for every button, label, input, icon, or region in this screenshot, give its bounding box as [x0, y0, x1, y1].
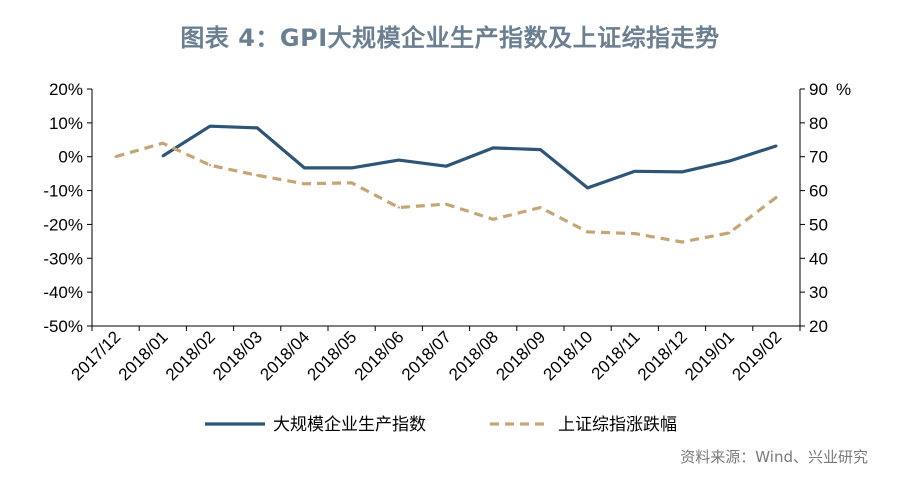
y-right-tick-label: 20 [809, 317, 828, 336]
y-left-tick-label: 0% [58, 148, 83, 167]
x-tick-label: 2018/06 [351, 327, 408, 384]
x-tick-label: 2018/09 [492, 327, 549, 384]
data-point-gpi [161, 154, 164, 158]
x-tick-label: 2018/01 [115, 327, 172, 384]
data-point-gpi [350, 166, 353, 170]
data-point-sse [586, 230, 589, 234]
data-point-sse [492, 218, 495, 221]
x-tick-label: 2019/02 [728, 327, 785, 384]
chart-title: 图表 4：GPI大规模企业生产指数及上证综指走势 [180, 24, 720, 52]
x-tick-label: 2018/04 [256, 327, 313, 384]
data-point-gpi [397, 158, 400, 162]
x-tick-label: 2018/12 [634, 327, 691, 384]
data-point-gpi [586, 186, 589, 190]
y-left-tick-label: -10% [43, 182, 83, 201]
data-point-sse [161, 141, 164, 145]
data-point-gpi [444, 164, 448, 168]
data-point-sse [397, 206, 400, 209]
legend-label-sse: 上证综指涨跌幅 [558, 415, 677, 435]
series-layer [114, 124, 778, 244]
series-line-gpi [161, 124, 777, 190]
data-point-sse [775, 196, 778, 199]
data-point-sse [350, 181, 353, 184]
y-left-tick-label: -20% [43, 215, 83, 234]
x-tick-label: 2018/02 [162, 327, 219, 384]
data-point-gpi [633, 170, 636, 173]
x-tick-label: 2018/03 [209, 327, 266, 384]
data-point-gpi [256, 126, 259, 130]
data-point-sse [728, 231, 731, 235]
legend: 大规模企业生产指数 上证综指涨跌幅 [205, 415, 677, 435]
y-right-tick-label: 50 [809, 215, 828, 234]
x-tick-label: 2018/11 [588, 327, 644, 383]
x-tick-label: 2018/05 [304, 327, 361, 384]
y-right-tick-label: 90 [809, 80, 828, 99]
data-point-sse [114, 155, 117, 158]
data-point-gpi [303, 166, 306, 170]
data-point-sse [539, 206, 542, 209]
y-right-tick-label: 70 [809, 148, 828, 167]
data-point-sse [208, 163, 212, 167]
y-right-tick-label: 80 [809, 114, 828, 133]
data-point-sse [256, 174, 259, 177]
x-tick-label: 2018/07 [398, 327, 455, 384]
y-left-tick-label: -40% [43, 283, 83, 302]
data-point-gpi [492, 146, 495, 150]
data-point-sse [680, 240, 684, 244]
x-tick-label: 2018/10 [540, 327, 597, 384]
x-tick-label: 2018/08 [445, 327, 502, 384]
y-left-tick-label: -50% [43, 317, 83, 336]
series-line-sse [115, 141, 778, 244]
data-point-sse [444, 202, 448, 206]
legend-label-gpi: 大规模企业生产指数 [273, 415, 426, 435]
y-left-tick-label: 20% [49, 80, 83, 99]
y-right-unit-label: % [836, 80, 851, 99]
data-point-gpi [775, 144, 778, 148]
source-note: 资料来源：Wind、兴业研究 [680, 448, 868, 466]
y-left-tick-label: 10% [49, 114, 83, 133]
y-right-tick-label: 30 [809, 283, 828, 302]
y-left-tick-label: -30% [43, 249, 83, 268]
x-tick-label: 2019/01 [681, 327, 738, 384]
data-point-gpi [208, 125, 212, 128]
data-point-gpi [680, 170, 684, 174]
data-point-gpi [728, 159, 731, 163]
data-point-sse [303, 182, 306, 185]
y-right-tick-label: 60 [809, 182, 828, 201]
data-point-sse [633, 232, 636, 235]
y-right-tick-label: 40 [809, 249, 828, 268]
data-point-gpi [539, 148, 542, 151]
